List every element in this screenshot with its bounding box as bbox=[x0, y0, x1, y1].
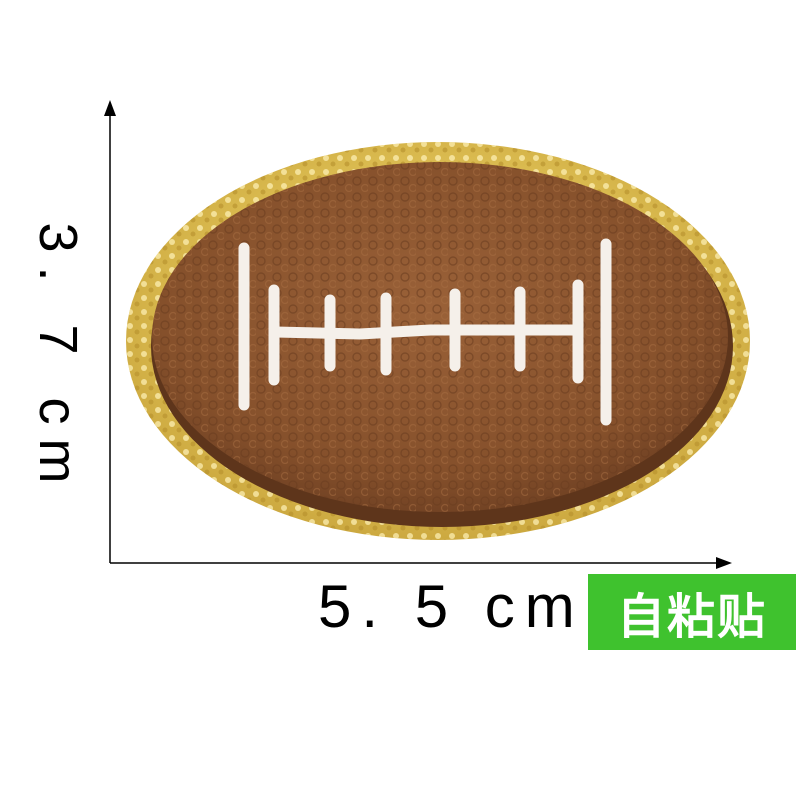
self-adhesive-badge: 自粘贴 bbox=[588, 574, 796, 650]
football-laces bbox=[238, 238, 612, 426]
height-arrow bbox=[104, 100, 116, 563]
width-arrow bbox=[110, 557, 732, 569]
football-body bbox=[151, 162, 733, 527]
badge-text: 自粘贴 bbox=[616, 589, 767, 645]
height-dimension-label: 3. 7 cm bbox=[28, 222, 88, 498]
width-dimension-label: 5. 5 cm bbox=[318, 573, 585, 640]
